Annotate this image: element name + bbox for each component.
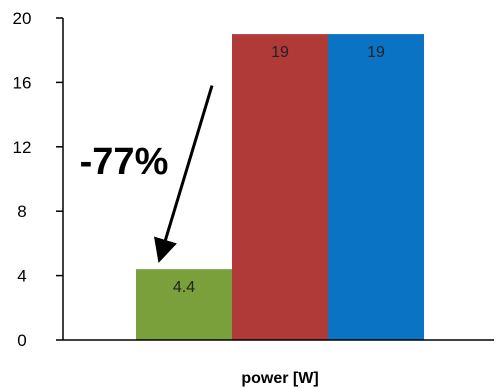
annotation-text: -77% (80, 141, 169, 183)
y-tick-label: 20 (13, 9, 32, 28)
annotation-arrow (153, 85, 214, 263)
y-tick-label: 12 (13, 138, 32, 157)
bar-data-label: 4.4 (173, 279, 195, 296)
bar (328, 34, 424, 340)
y-tick-label: 4 (17, 267, 26, 286)
y-tick-label: 0 (17, 331, 26, 350)
bars-group (136, 34, 424, 340)
bar-data-label: 19 (367, 44, 385, 61)
y-tick-label: 8 (17, 202, 26, 221)
bar (136, 269, 232, 340)
annotation-group: -77% (80, 85, 214, 263)
bar (232, 34, 328, 340)
x-axis-label: power [W] (241, 370, 318, 387)
y-tick-label: 16 (13, 73, 32, 92)
bar-labels-group: 4.4 19 19 (173, 44, 385, 296)
y-ticks-group: 0 4 8 12 16 20 (13, 9, 63, 350)
bar-data-label: 19 (271, 44, 289, 61)
